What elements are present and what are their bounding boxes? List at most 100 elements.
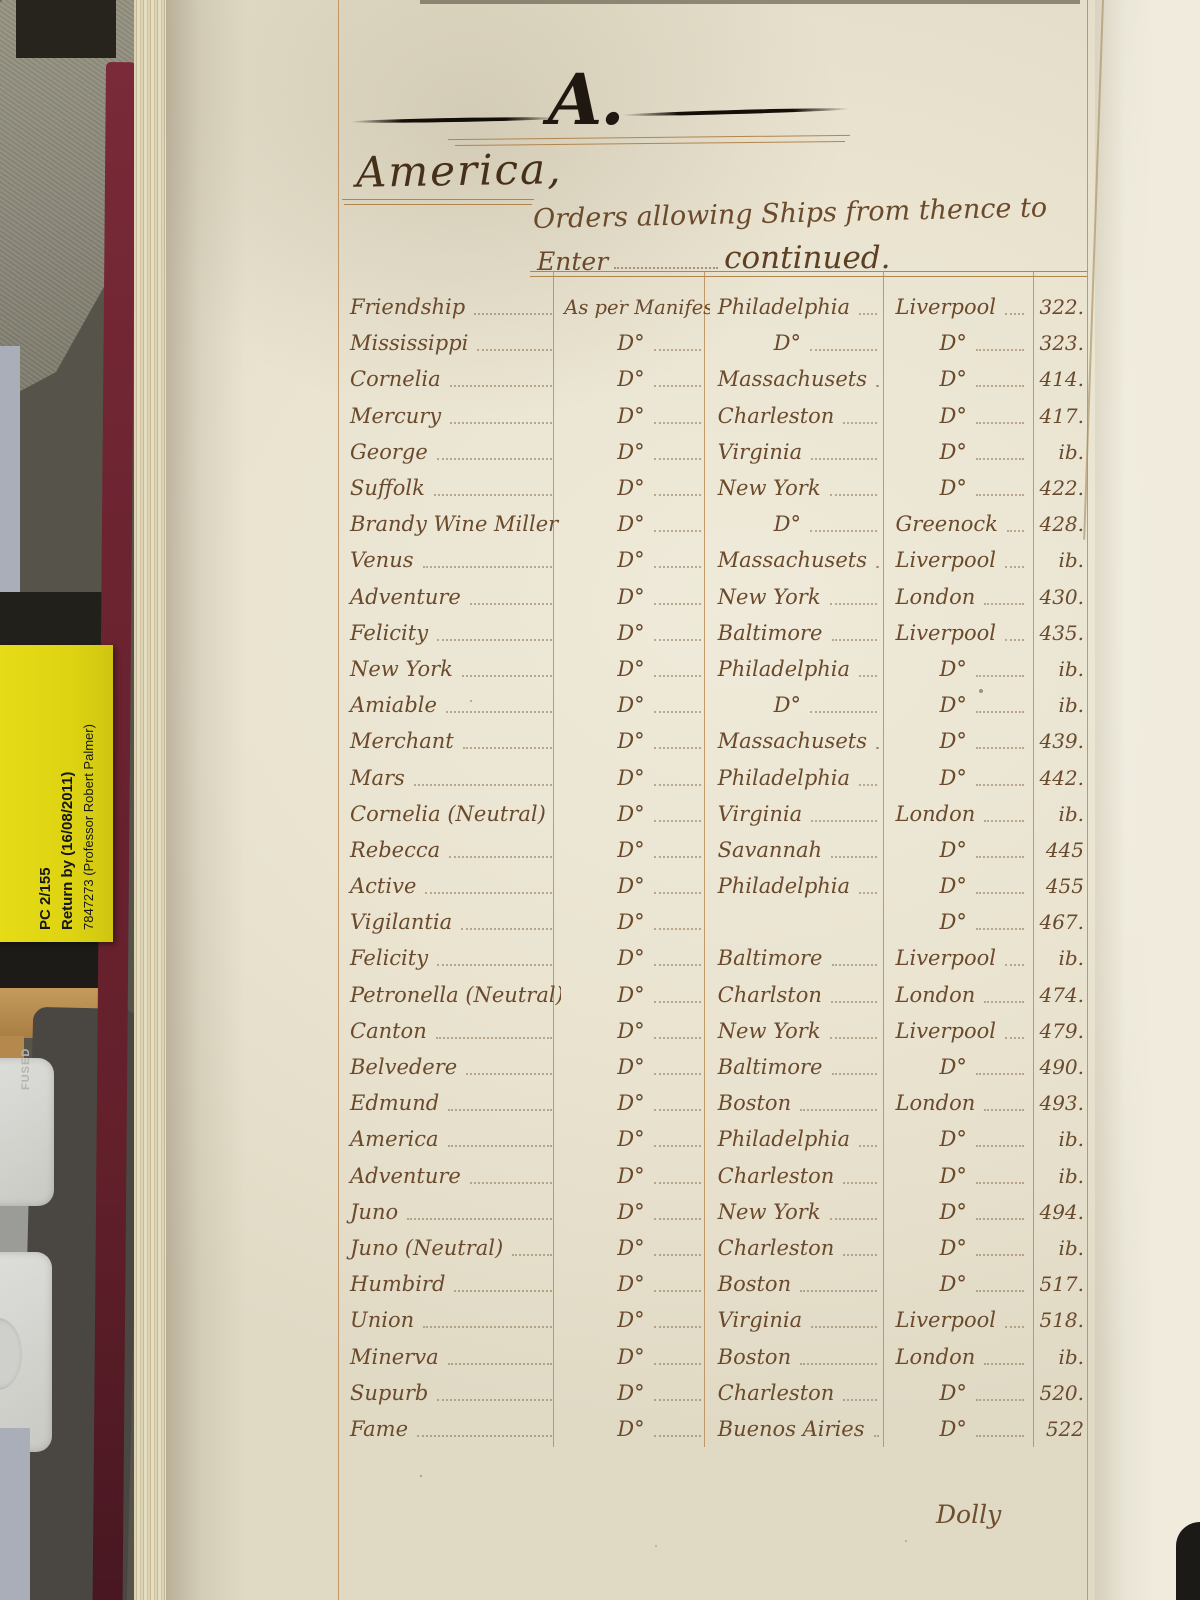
dotted-leader	[466, 1073, 553, 1076]
folio-ref: 493.	[1039, 1091, 1085, 1116]
manifest-cell: As per Manifest	[561, 289, 709, 325]
destination-cell: Virginia	[710, 796, 886, 832]
table-row: Edmund D° Boston London 493.	[338, 1085, 1087, 1121]
ship-cell: Venus	[338, 542, 561, 578]
folio-ref: 430.	[1039, 584, 1085, 609]
destination-cell: Massachusets	[710, 723, 886, 759]
dotted-leader	[859, 674, 877, 677]
table-row: America D° Philadelphia D° ib.	[338, 1121, 1087, 1157]
dotted-leader	[653, 1036, 701, 1039]
heading-enter: Enter	[537, 247, 609, 276]
ship-cell: Minerva	[338, 1338, 561, 1374]
port-value: D°	[939, 1055, 967, 1080]
dotted-leader	[653, 1217, 701, 1220]
folio-ref: 522	[1045, 1416, 1085, 1441]
table-row: Amiable D° D° D° ib.	[338, 687, 1087, 723]
port-value: London	[895, 982, 976, 1007]
port-cell: D°	[886, 1158, 1033, 1194]
port-value: D°	[939, 874, 967, 899]
manifest-value: D°	[617, 548, 645, 573]
note-reference: PC 2/155	[37, 867, 54, 930]
dotted-leader	[653, 530, 701, 533]
folio-ref: 479.	[1039, 1018, 1085, 1043]
manifest-value: D°	[617, 1235, 645, 1260]
section-letter: A.	[548, 58, 625, 141]
destination-value: New York	[717, 584, 821, 609]
ship-cell: Suffolk	[338, 470, 561, 506]
destination-cell: Philadelphia	[710, 1121, 886, 1157]
manifest-value: D°	[617, 1380, 645, 1405]
destination-value: Boston	[717, 1272, 792, 1297]
folio-ref: 414.	[1039, 367, 1085, 392]
manifest-value: D°	[617, 331, 645, 356]
folio-cell: 417.	[1033, 398, 1087, 434]
table-row: George D° Virginia D° ib.	[338, 434, 1087, 470]
port-cell: London	[886, 796, 1033, 832]
folio-cell: ib.	[1033, 542, 1087, 578]
port-value: D°	[939, 1235, 967, 1260]
manifest-value: D°	[617, 982, 645, 1007]
port-cell: D°	[886, 325, 1033, 361]
table-row: Petronella (Neutral) D° Charlston London…	[338, 977, 1087, 1013]
dotted-leader	[653, 1073, 701, 1076]
destination-cell: Massachusets	[710, 542, 886, 578]
dotted-leader	[975, 421, 1024, 424]
table-column-rule	[1033, 271, 1034, 1447]
dotted-leader	[447, 1362, 553, 1365]
port-cell: Greenock	[886, 506, 1033, 542]
folio-ref: 439.	[1039, 729, 1085, 754]
destination-cell: Baltimore	[710, 940, 886, 976]
page-top-edge	[420, 0, 1080, 4]
photo-corner-shadow	[1176, 1522, 1200, 1600]
destination-value: Charleston	[717, 1380, 835, 1405]
manifest-cell: D°	[561, 470, 709, 506]
manifest-cell: D°	[561, 1230, 709, 1266]
plug-socket	[0, 1318, 22, 1390]
dotted-leader	[653, 1109, 701, 1112]
manifest-cell: D°	[561, 579, 709, 615]
ship-name: Merchant	[350, 729, 454, 754]
folio-cell: ib.	[1033, 1158, 1087, 1194]
dotted-leader	[653, 1253, 701, 1256]
folio-cell: 455	[1033, 868, 1087, 904]
port-cell: D°	[886, 1194, 1033, 1230]
dotted-leader	[461, 674, 553, 677]
ship-name: Adventure	[350, 1163, 461, 1188]
manifest-value: D°	[617, 946, 645, 971]
ship-name: Juno	[350, 1199, 399, 1224]
folio-cell: 517.	[1033, 1266, 1087, 1302]
ship-name: Juno (Neutral)	[350, 1235, 504, 1260]
destination-value: Massachusets	[717, 548, 867, 573]
table-row: Brandy Wine Miller D° D° Greenock 428.	[338, 506, 1087, 542]
ship-cell: Adventure	[338, 579, 561, 615]
port-cell: D°	[886, 687, 1033, 723]
folio-ref: ib.	[1058, 1127, 1085, 1152]
port-cell: D°	[886, 723, 1033, 759]
destination-cell: Philadelphia	[710, 868, 886, 904]
dotted-leader	[437, 964, 553, 967]
table-row: Union D° Virginia Liverpool 518.	[338, 1302, 1087, 1338]
dotted-leader	[975, 1217, 1024, 1220]
folio-cell: 439.	[1033, 723, 1087, 759]
dotted-leader	[653, 892, 701, 895]
dotted-leader	[413, 783, 553, 786]
manifest-value: D°	[617, 439, 645, 464]
manifest-cell: D°	[561, 1049, 709, 1085]
port-cell: D°	[886, 1266, 1033, 1302]
ship-cell: Mississippi	[338, 325, 561, 361]
port-cell: D°	[886, 1121, 1033, 1157]
table-row: Humbird D° Boston D° 517.	[338, 1266, 1087, 1302]
dotted-leader	[975, 747, 1024, 750]
table-row: Juno D° New York D° 494.	[338, 1194, 1087, 1230]
port-value: D°	[939, 765, 967, 790]
folio-cell: ib.	[1033, 1121, 1087, 1157]
manifest-cell: D°	[561, 1266, 709, 1302]
dotted-leader	[975, 928, 1024, 931]
dotted-leader	[811, 1326, 877, 1329]
folio-cell: 428.	[1033, 506, 1087, 542]
folio-cell: 479.	[1033, 1013, 1087, 1049]
dotted-leader	[800, 1109, 877, 1112]
folio-ref: ib.	[1058, 656, 1085, 681]
port-value: Greenock	[895, 512, 998, 537]
destination-value: Boston	[717, 1091, 792, 1116]
